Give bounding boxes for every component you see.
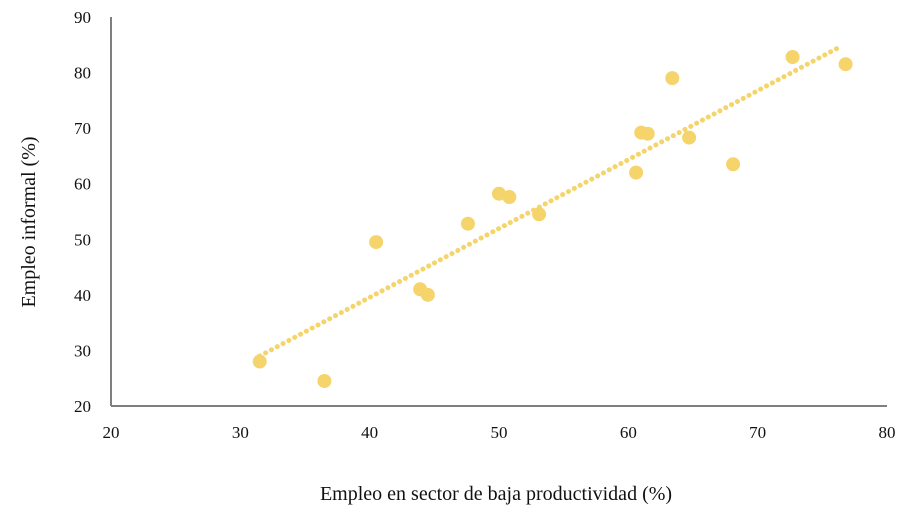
y-axis-title: Empleo informal (%) [18,136,40,307]
x-tick-label: 80 [879,423,896,442]
trendline-dotted [257,43,845,359]
data-point [460,216,475,231]
x-tick-label: 40 [361,423,378,442]
data-point [726,157,741,172]
x-tick-label: 60 [620,423,637,442]
y-tick-label: 60 [74,175,91,194]
data-point [665,71,680,86]
y-axis-ticks: 20 30 40 50 60 70 80 90 [74,8,91,416]
x-tick-label: 70 [749,423,766,442]
data-point [785,50,800,65]
x-tick-label: 50 [491,423,508,442]
y-tick-label: 80 [74,64,91,83]
y-tick-label: 90 [74,8,91,27]
y-tick-label: 50 [74,230,91,249]
x-tick-label: 20 [103,423,120,442]
data-point [640,126,655,141]
y-tick-label: 20 [74,397,91,416]
data-point [420,287,435,302]
x-axis-title: Empleo en sector de baja productividad (… [320,483,672,505]
data-point [317,373,332,388]
data-point [838,57,853,72]
y-tick-label: 30 [74,341,91,360]
data-points [252,50,853,388]
data-point [532,207,547,222]
y-tick-label: 70 [74,119,91,138]
data-point [252,354,267,369]
data-point [502,190,517,205]
y-tick-label: 40 [74,286,91,305]
x-tick-label: 30 [232,423,249,442]
data-point [629,165,644,180]
data-point [682,130,697,145]
data-point [369,235,384,250]
x-axis-ticks: 20 30 40 50 60 70 80 [103,423,896,442]
trendline [257,43,845,359]
